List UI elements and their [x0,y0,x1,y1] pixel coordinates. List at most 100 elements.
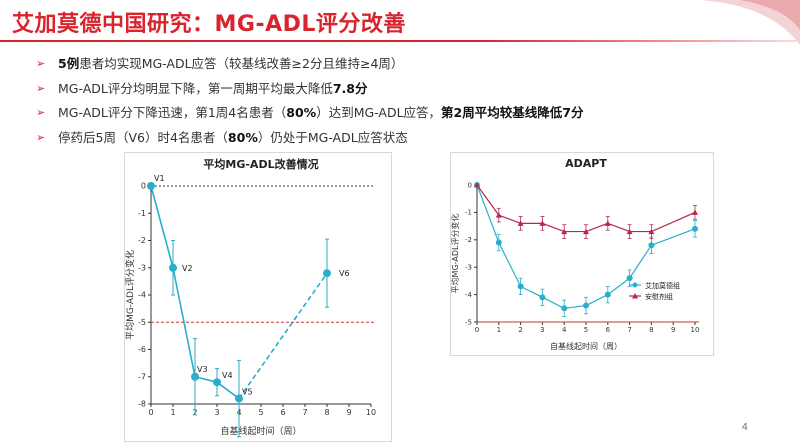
bullet-text: 5例患者均实现MG-ADL应答（较基线改善≥2分且维持≥4周） [58,56,403,71]
y-tick-label: -7 [138,372,146,381]
y-tick-label: -3 [138,263,146,272]
data-point [692,225,698,232]
arrow-bullet-icon: ➢ [36,106,46,120]
data-point [561,228,568,235]
data-point [583,302,589,309]
arrow-bullet-icon: ➢ [36,57,46,70]
bullet-fragment: ）达到MG-ADL应答， [316,105,442,121]
y-tick-label: 0 [468,181,472,189]
bullet-fragment: MG-ADL评分下降迅速，第1周4名患者（ [58,105,287,121]
bullet-text: 停药后5周（V6）时4名患者（80%）仍处于MG-ADL应答状态 [58,130,408,145]
y-tick-label: -2 [138,236,146,245]
data-label: V1 [154,174,165,183]
x-tick-label: 10 [366,408,376,417]
bullet-emphasis: 80% [227,129,258,145]
y-axis-label: 平均MG-ADL评分变化 [451,214,460,294]
data-label: V4 [222,371,233,380]
y-tick-label: -6 [138,345,146,354]
bullet-text: MG-ADL评分均明显下降，第一周期平均最大降低7.8分 [58,81,368,96]
series-segment [564,304,587,309]
x-tick-label: 8 [649,326,653,334]
data-point [604,220,611,226]
data-point [648,228,655,235]
page-number: 4 [741,422,748,433]
x-tick-label: 3 [540,326,544,334]
data-point [583,228,589,235]
data-point [539,294,546,301]
legend-swatch-marker [632,282,638,288]
legend-label: 艾加莫德组 [645,281,680,290]
data-point [323,269,331,278]
bullet-fragment: ）仍处于MG-ADL应答状态 [257,129,408,145]
data-label: V5 [242,388,253,397]
x-tick-label: 4 [562,326,567,334]
y-tick-label: -4 [465,291,473,299]
y-tick-label: -1 [465,209,472,217]
slide-title: 艾加莫德中国研究：MG-ADL评分改善 [12,12,406,37]
y-tick-label: -2 [465,236,472,244]
bullet-emphasis: 第2周平均较基线降低7分 [441,105,584,121]
x-tick-label: 7 [302,408,307,417]
arrow-bullet-icon: ➢ [36,130,46,144]
y-tick-label: -1 [138,209,146,218]
bullet-item: ➢ 5例患者均实现MG-ADL应答（较基线改善≥2分且维持≥4周） [36,52,583,77]
y-tick-label: -5 [138,318,146,327]
y-axis-label: 平均MG-ADL评分变化 [125,250,136,340]
x-tick-label: 6 [606,326,611,334]
x-tick-label: 5 [584,326,588,334]
y-tick-label: -8 [138,400,146,409]
arrow-bullet-icon: ➢ [36,81,46,95]
bullet-text: MG-ADL评分下降迅速，第1周4名患者（80%）达到MG-ADL应答，第2周平… [58,105,583,120]
x-tick-label: 3 [214,408,219,417]
data-point [539,220,546,226]
y-tick-label: -4 [138,291,146,300]
mg-adl-chart-panel: 平均MG-ADL改善情况0123456789100-1-2-3-4-5-6-7-… [124,152,392,442]
bullet-item: ➢ MG-ADL评分下降迅速，第1周4名患者（80%）达到MG-ADL应答，第2周… [36,101,583,126]
x-axis-label: 自基线起时间（周） [220,425,301,437]
y-tick-label: -3 [465,264,472,272]
adapt-chart-panel: ADAPT 0 1 2 3 4 5 6 7 8 9 10 0 -1 -2 -3 -4 -5 自基线起时间（周） 平均M… [450,152,714,356]
series-segment [607,222,630,233]
data-point [169,263,177,272]
data-label: V2 [182,264,193,273]
bullet-emphasis: 5例 [58,56,80,71]
series-segment [238,272,328,400]
x-tick-label: 9 [671,326,675,334]
chart-title: 平均MG-ADL改善情况 [203,157,318,171]
series-segment [585,222,609,233]
data-point [561,305,568,312]
x-tick-label: 2 [518,326,522,334]
x-tick-label: 6 [280,408,285,417]
data-point [648,242,655,249]
series-segment [150,185,174,268]
data-point [692,209,698,215]
bullet-fragment: 停药后5周（V6）时4名患者（ [58,129,228,145]
data-point [191,372,199,381]
series-segment [216,381,240,400]
bullet-list: ➢ 5例患者均实现MG-ADL应答（较基线改善≥2分且维持≥4周） ➢ MG-ADL… [36,52,583,150]
x-tick-label: 8 [324,408,329,417]
series-segment [476,184,500,216]
y-tick-label: 0 [141,182,146,191]
bullet-fragment: MG-ADL评分均明显下降，第一周期平均最大降低 [58,80,333,96]
legend-swatch-marker [632,293,638,299]
x-tick-label: 0 [148,408,153,417]
series-segment [172,267,196,377]
series-segment [476,184,500,243]
series-segment [585,294,609,307]
x-tick-label: 10 [691,326,700,334]
series-segment [498,242,522,287]
data-point [495,239,502,246]
data-point [147,182,155,190]
data-point [474,182,480,188]
x-tick-label: 9 [346,408,351,417]
series-segment [520,285,543,298]
x-tick-label: 5 [258,408,263,417]
series-segment [542,222,565,233]
x-tick-label: 1 [497,326,501,334]
data-point [626,228,633,235]
data-point [235,394,243,403]
series-segment [629,244,652,279]
chart-title: ADAPT [565,157,607,170]
bullet-item: ➢ MG-ADL评分均明显下降，第一周期平均最大降低7.8分 [36,77,583,102]
